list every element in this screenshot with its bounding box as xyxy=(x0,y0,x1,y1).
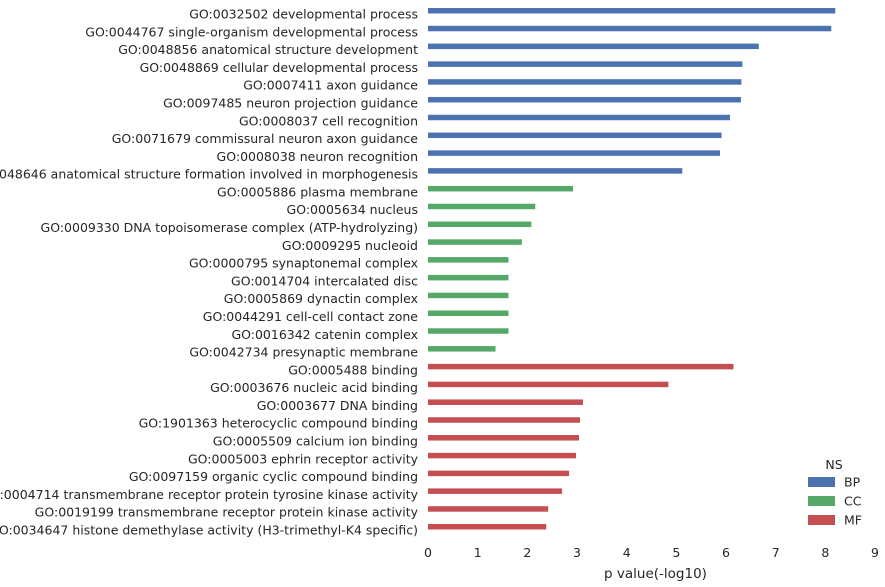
category-labels: GO:0032502 developmental process GO:00447… xyxy=(0,7,419,538)
category-label: GO:0048869 cellular developmental proces… xyxy=(140,60,418,75)
bar-mf xyxy=(428,435,579,441)
bar-bp xyxy=(428,79,742,85)
category-label: GO:0042734 presynaptic membrane xyxy=(189,345,418,360)
x-tick-label: 0 xyxy=(424,545,432,560)
bar-cc xyxy=(428,203,536,210)
legend: NS BP CC MF xyxy=(808,457,862,528)
bar-cc xyxy=(428,346,496,352)
category-label: GO:0008038 neuron recognition xyxy=(217,149,418,164)
bar-mf xyxy=(428,470,570,477)
x-tick-label: 1 xyxy=(474,545,482,560)
bar-bp xyxy=(428,168,683,174)
legend-swatch-bp xyxy=(808,477,835,487)
x-tick-label: 5 xyxy=(672,545,680,560)
x-tick-label: 3 xyxy=(573,545,581,560)
x-tick-label: 8 xyxy=(821,545,829,560)
legend-swatch-mf xyxy=(808,515,835,525)
category-label: GO:0097159 organic cyclic compound bindi… xyxy=(129,469,418,484)
bar-bp xyxy=(428,96,741,103)
bar-mf xyxy=(428,524,547,530)
category-label: GO:0044767 single-organism developmental… xyxy=(85,24,418,39)
bar-cc xyxy=(428,257,509,263)
bar-mf xyxy=(428,363,734,370)
category-label: GO:1901363 heterocyclic compound binding xyxy=(139,416,418,431)
category-label: GO:0032502 developmental process xyxy=(189,7,418,22)
category-label: GO:0004714 transmembrane receptor protei… xyxy=(0,487,419,502)
x-tick-label: 9 xyxy=(871,545,879,560)
bar-cc xyxy=(428,310,509,316)
legend-label-mf: MF xyxy=(844,513,862,528)
bar-cc xyxy=(428,185,574,192)
category-label: GO:0005886 plasma membrane xyxy=(217,184,418,199)
bar-mf xyxy=(428,399,583,405)
category-label: GO:0005003 ephrin receptor activity xyxy=(188,451,419,466)
bar-bp xyxy=(428,61,743,67)
legend-items: BP CC MF xyxy=(808,475,862,528)
bar-bp xyxy=(428,43,759,50)
x-tick-label: 2 xyxy=(523,545,531,560)
bar-bp xyxy=(428,132,722,139)
category-label: GO:0014704 intercalated disc xyxy=(231,273,418,288)
category-label: GO:0003676 nucleic acid binding xyxy=(210,380,418,395)
bar-bp xyxy=(428,8,836,14)
legend-title: NS xyxy=(825,457,842,472)
bar-cc xyxy=(428,328,509,334)
x-axis-ticks: 0 1 2 3 4 5 6 7 8 9 xyxy=(424,545,879,560)
category-label: GO:0005869 dynactin complex xyxy=(224,291,418,306)
bar-cc xyxy=(428,239,522,245)
category-label: GO:0000795 synaptonemal complex xyxy=(189,256,418,271)
category-label: GO:0003677 DNA binding xyxy=(257,398,418,413)
category-label: GO:0005488 binding xyxy=(288,362,418,377)
bar-mf xyxy=(428,506,549,512)
category-label: GO:0008037 cell recognition xyxy=(239,113,418,128)
x-tick-label: 7 xyxy=(772,545,780,560)
category-label: GO:0048646 anatomical structure formatio… xyxy=(0,167,418,182)
bar-mf xyxy=(428,381,669,388)
bar-mf xyxy=(428,452,577,459)
category-label: GO:0034647 histone demethylase activity … xyxy=(0,523,418,538)
category-label: GO:0007411 axon guidance xyxy=(243,78,418,93)
bar-cc xyxy=(428,274,509,281)
category-label: GO:0044291 cell-cell contact zone xyxy=(203,309,419,324)
category-label: GO:0071679 commissural neuron axon guida… xyxy=(112,131,419,146)
bar-mf xyxy=(428,417,580,423)
category-label: GO:0016342 catenin complex xyxy=(231,327,418,342)
legend-swatch-cc xyxy=(808,496,835,506)
bar-bp xyxy=(428,150,721,156)
bar-bp xyxy=(428,25,832,32)
category-label: GO:0048856 anatomical structure developm… xyxy=(118,42,418,57)
category-label: GO:0097485 neuron projection guidance xyxy=(163,95,418,110)
legend-label-cc: CC xyxy=(844,494,862,509)
category-label: GO:0009330 DNA topoisomerase complex (AT… xyxy=(41,220,418,235)
x-tick-label: 6 xyxy=(722,545,730,560)
legend-label-bp: BP xyxy=(844,475,861,490)
category-label: GO:0005634 nucleus xyxy=(287,202,418,217)
category-label: GO:0009295 nucleoid xyxy=(282,238,418,253)
x-tick-label: 4 xyxy=(623,545,631,560)
category-label: GO:0005509 calcium ion binding xyxy=(213,434,418,449)
bars xyxy=(428,8,836,530)
bar-mf xyxy=(428,488,563,494)
bar-cc xyxy=(428,292,509,299)
x-axis-label: p value(-log10) xyxy=(604,566,707,582)
bar-cc xyxy=(428,221,532,228)
category-label: GO:0019199 transmembrane receptor protei… xyxy=(35,505,419,520)
bar-bp xyxy=(428,114,730,121)
